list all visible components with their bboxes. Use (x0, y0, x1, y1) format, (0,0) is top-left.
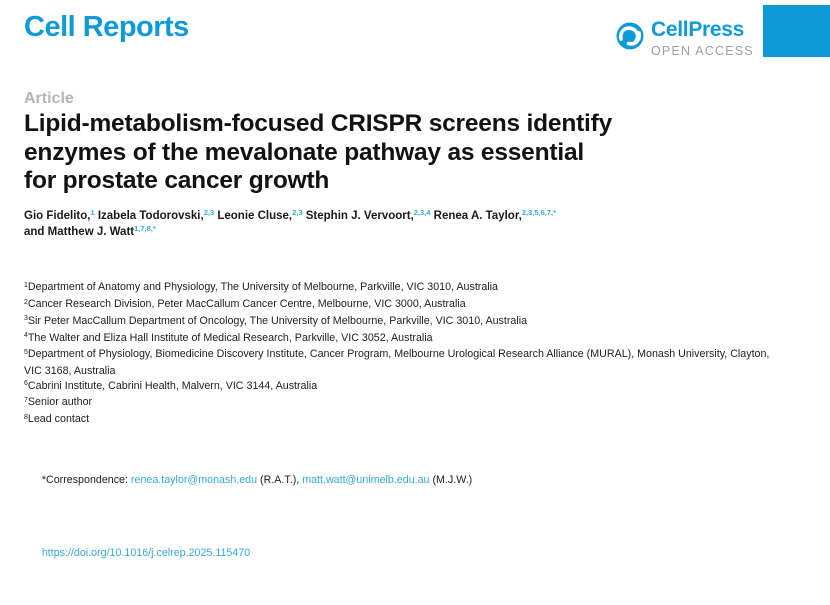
author: and Matthew J. Watt1,7,8,* (24, 223, 156, 238)
article-title-line-3: for prostate cancer growth (24, 167, 330, 194)
article-title-line-2: enzymes of the mevalonate pathway as ess… (24, 138, 584, 166)
affiliation-number: 3 (24, 315, 28, 323)
affiliation-number: 2 (24, 298, 28, 306)
affiliation-line: 6Cabrini Institute, Cabrini Health, Malv… (24, 379, 318, 392)
affiliation-lines: 1Department of Anatomy and Physiology, T… (24, 280, 772, 428)
article-title: Lipid-metabolism-focused CRISPR screens … (24, 110, 664, 196)
author-affiliation-superscript: 2,3 (292, 208, 303, 217)
author-affiliation-superscript: 1 (90, 208, 95, 217)
author-affiliation-superscript: 2,3 (203, 208, 215, 217)
correspondence-line: *Correspondence: renea.taylor@monash.edu… (24, 458, 772, 502)
affiliation-line: 5Department of Physiology, Biomedicine D… (24, 348, 773, 377)
author: Renea A. Taylor,2,3,5,6,7,* (433, 208, 557, 222)
affiliation-number: 5 (24, 348, 28, 356)
journal-logo: Cell Reports (24, 11, 189, 43)
publisher-logo: CellPress OPEN ACCESS (614, 18, 754, 58)
doi-line: https://doi.org/10.1016/j.celrep.2025.11… (24, 532, 772, 576)
correspondence-initials-2: (M.J.W.) (429, 473, 473, 486)
affiliation-number: 4 (24, 332, 28, 340)
correspondence-email-2[interactable]: matt.watt@unimelb.edu.au (302, 473, 430, 486)
author: Leonie Cluse,2,3 (217, 208, 303, 222)
corner-blue-rectangle (763, 5, 830, 57)
article-title-line-1: Lipid-metabolism-focused CRISPR screens … (24, 110, 613, 137)
author-list: Gio Fidelito,1 Izabela Todorovski,2,3 Le… (24, 208, 769, 240)
correspondence-label: *Correspondence: (41, 473, 131, 486)
affiliation-line: 3Sir Peter MacCallum Department of Oncol… (24, 314, 528, 327)
doi-link[interactable]: https://doi.org/10.1016/j.celrep.2025.11… (41, 547, 251, 560)
publisher-logo-text: CellPress OPEN ACCESS (651, 18, 754, 58)
affiliation-number: 6 (24, 380, 28, 388)
affiliation-number: 8 (24, 413, 28, 421)
affiliation-number: 7 (24, 396, 28, 404)
cellpress-swirl-icon (614, 18, 646, 57)
affiliation-line: 1Department of Anatomy and Physiology, T… (24, 281, 498, 294)
paper-title-page: Cell Reports CellPress OPEN ACCESS Artic… (24, 5, 830, 559)
affiliation-line: 2Cancer Research Division, Peter MacCall… (24, 298, 466, 311)
author-affiliation-superscript: 2,3,4 (413, 208, 431, 217)
author: Stephin J. Vervoort,2,3,4 (305, 208, 431, 222)
affiliation-line: 4The Walter and Eliza Hall Institute of … (24, 331, 433, 344)
author: Izabela Todorovski,2,3 (97, 208, 215, 222)
affiliations-block: 1Department of Anatomy and Physiology, T… (24, 251, 772, 605)
author-affiliation-superscript: 1,7,8,* (134, 223, 156, 233)
open-access-label: OPEN ACCESS (651, 44, 754, 58)
article-type-label: Article (24, 90, 74, 107)
affiliation-number: 1 (24, 281, 28, 289)
correspondence-initials-1: (R.A.T.), (257, 473, 303, 486)
publisher-name: CellPress (651, 18, 745, 41)
affiliation-line: 8Lead contact (24, 413, 90, 426)
correspondence-email-1[interactable]: renea.taylor@monash.edu (130, 473, 258, 486)
author: Gio Fidelito,1 (24, 208, 95, 222)
author-affiliation-superscript: 2,3,5,6,7,* (521, 208, 557, 217)
affiliation-line: 7Senior author (24, 396, 93, 409)
